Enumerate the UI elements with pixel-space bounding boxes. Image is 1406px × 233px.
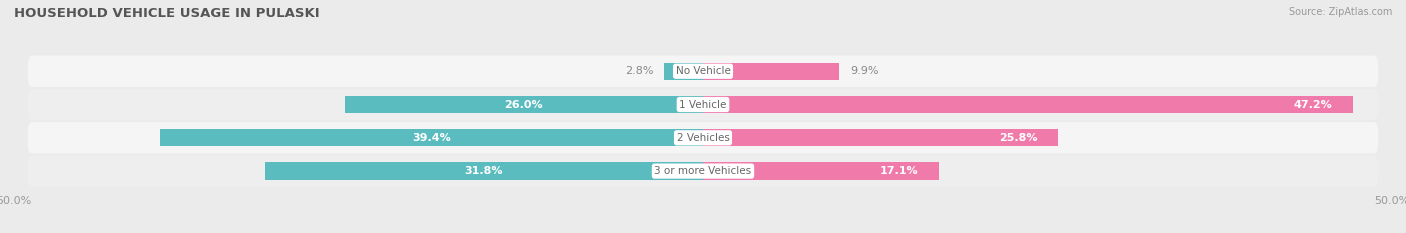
- Text: 9.9%: 9.9%: [851, 66, 879, 76]
- FancyBboxPatch shape: [28, 155, 1378, 187]
- Text: 2.8%: 2.8%: [624, 66, 654, 76]
- Text: 17.1%: 17.1%: [879, 166, 918, 176]
- Text: 47.2%: 47.2%: [1294, 99, 1333, 110]
- Text: 26.0%: 26.0%: [505, 99, 543, 110]
- Bar: [160, 129, 703, 147]
- Bar: [665, 63, 703, 80]
- Text: 1 Vehicle: 1 Vehicle: [679, 99, 727, 110]
- Text: 3 or more Vehicles: 3 or more Vehicles: [654, 166, 752, 176]
- Bar: [264, 162, 703, 180]
- Bar: [703, 129, 1059, 147]
- Text: 39.4%: 39.4%: [412, 133, 451, 143]
- FancyBboxPatch shape: [28, 122, 1378, 154]
- FancyBboxPatch shape: [28, 56, 1378, 87]
- Text: No Vehicle: No Vehicle: [675, 66, 731, 76]
- Text: 31.8%: 31.8%: [464, 166, 503, 176]
- Bar: [344, 96, 703, 113]
- Text: Source: ZipAtlas.com: Source: ZipAtlas.com: [1288, 7, 1392, 17]
- Bar: [703, 162, 939, 180]
- Bar: [703, 96, 1354, 113]
- Text: HOUSEHOLD VEHICLE USAGE IN PULASKI: HOUSEHOLD VEHICLE USAGE IN PULASKI: [14, 7, 319, 20]
- Text: 2 Vehicles: 2 Vehicles: [676, 133, 730, 143]
- Bar: [703, 63, 839, 80]
- Text: 25.8%: 25.8%: [1000, 133, 1038, 143]
- FancyBboxPatch shape: [28, 89, 1378, 120]
